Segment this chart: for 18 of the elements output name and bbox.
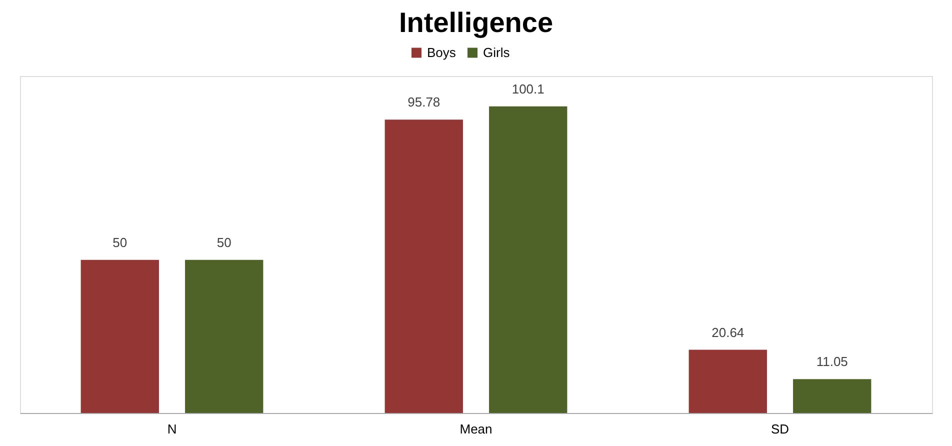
legend-label: Boys — [427, 44, 456, 60]
bar — [80, 260, 159, 413]
bar — [688, 350, 767, 413]
bar — [384, 120, 463, 413]
data-label: 100.1 — [512, 81, 544, 96]
chart-title: Intelligence — [398, 7, 554, 38]
bar — [185, 260, 264, 413]
data-label: 95.78 — [408, 94, 440, 110]
bar — [793, 379, 872, 413]
legend-label: Girls — [483, 44, 510, 60]
data-label: 50 — [216, 234, 232, 250]
x-tick-label: SD — [770, 422, 790, 436]
x-tick-label: N — [167, 422, 177, 436]
data-label: 20.64 — [712, 324, 744, 340]
data-label: 11.05 — [816, 354, 848, 370]
x-tick-label: Mean — [460, 422, 492, 436]
data-label: 50 — [112, 234, 128, 250]
bar — [489, 106, 568, 413]
